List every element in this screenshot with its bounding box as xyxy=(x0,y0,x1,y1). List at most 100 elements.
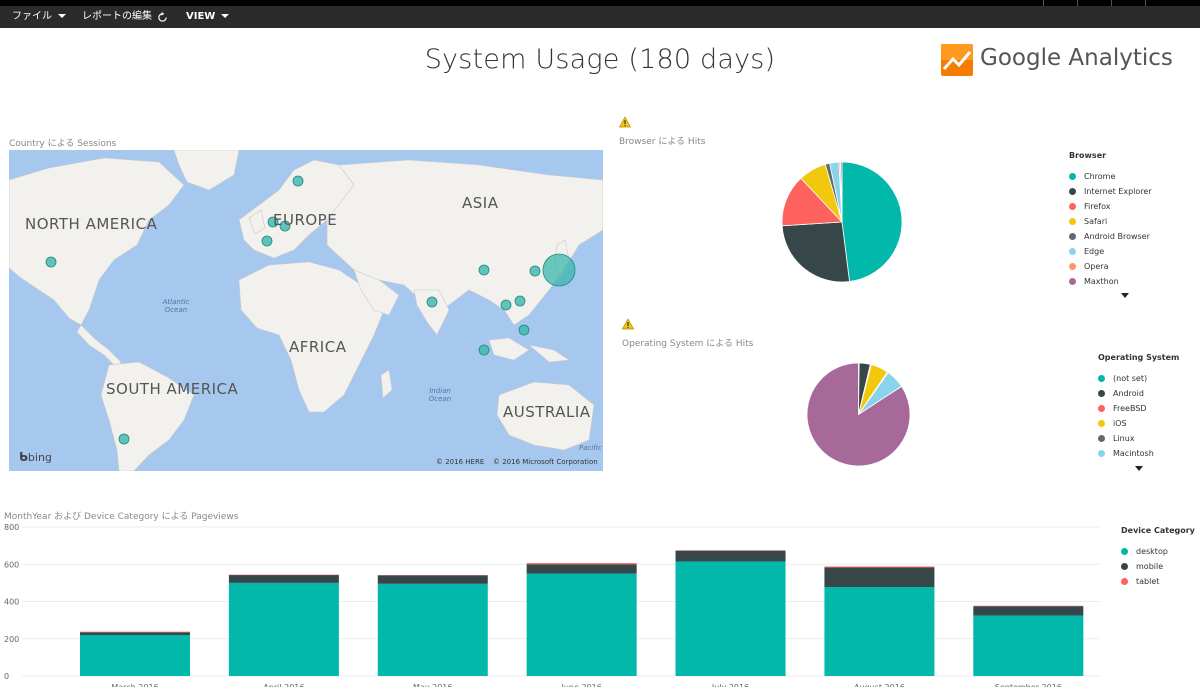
legend-item-opera[interactable]: Opera xyxy=(1069,259,1152,274)
legend-swatch xyxy=(1069,263,1076,270)
bar-segment-desktop[interactable] xyxy=(675,561,786,676)
y-tick-label: 800 xyxy=(4,523,19,532)
bar-segment-desktop[interactable] xyxy=(80,635,190,676)
legend-swatch xyxy=(1098,390,1105,397)
pie-slice-firefox[interactable] xyxy=(781,177,843,227)
browser-pie-chart[interactable] xyxy=(781,161,903,283)
pie-slice-internet-explorer[interactable] xyxy=(781,221,850,283)
legend-item-maxthon[interactable]: Maxthon xyxy=(1069,274,1152,289)
bar-segment-mobile[interactable] xyxy=(973,606,1084,616)
legend-label: Safari xyxy=(1084,217,1108,226)
view-menu[interactable]: VIEW xyxy=(186,6,230,28)
legend-label: (not set) xyxy=(1113,374,1148,383)
legend-item-tablet[interactable]: tablet xyxy=(1121,574,1195,589)
bing-logo: ᑲbing xyxy=(19,450,52,464)
pie-slice-maxthon[interactable] xyxy=(840,161,843,223)
legend-item-ios[interactable]: iOS xyxy=(1098,416,1179,431)
ocean-label: Indian Ocean xyxy=(428,387,452,403)
bar-segment-desktop[interactable] xyxy=(973,615,1084,676)
legend-swatch xyxy=(1069,218,1076,225)
legend-label: Opera xyxy=(1084,262,1109,271)
chevron-down-icon xyxy=(221,14,230,18)
strip-divider xyxy=(1111,0,1112,6)
bar-segment-mobile[interactable] xyxy=(824,567,935,587)
legend-item-firefox[interactable]: Firefox xyxy=(1069,199,1152,214)
legend-item-chrome[interactable]: Chrome xyxy=(1069,169,1152,184)
legend-item-safari[interactable]: Safari xyxy=(1069,214,1152,229)
legend-more-icon[interactable] xyxy=(1135,466,1143,471)
bar-segment-desktop[interactable] xyxy=(377,583,488,676)
bar-segment-mobile[interactable] xyxy=(675,550,786,562)
legend-item-internet-explorer[interactable]: Internet Explorer xyxy=(1069,184,1152,199)
legend-item-not-set[interactable]: (not set) xyxy=(1098,371,1179,386)
chevron-down-icon xyxy=(58,14,66,18)
refresh-button[interactable] xyxy=(157,7,168,29)
legend-swatch xyxy=(1121,578,1128,585)
google-analytics-wordmark: Google Analytics xyxy=(980,45,1173,71)
legend-swatch xyxy=(1098,405,1105,412)
os-visual-title: Operating System による Hits xyxy=(622,339,754,349)
legend-item-linux[interactable]: Linux xyxy=(1098,431,1179,446)
legend-item-mobile[interactable]: mobile xyxy=(1121,559,1195,574)
report-toolbar: ファイル レポートの編集 VIEW xyxy=(0,6,1200,28)
legend-label: Android Browser xyxy=(1084,232,1150,241)
legend-swatch xyxy=(1069,203,1076,210)
y-tick-label: 0 xyxy=(4,672,9,681)
legend-item-macintosh[interactable]: Macintosh xyxy=(1098,446,1179,461)
pageviews-bar-chart[interactable]: 0 200 400 600 800 March 2016 April 2016 May 201… xyxy=(0,518,1110,687)
y-tick-label: 200 xyxy=(4,635,19,644)
continent-label: NORTH AMERICA xyxy=(25,215,158,233)
legend-swatch xyxy=(1069,278,1076,285)
legend-title: Device Category xyxy=(1121,526,1195,535)
legend-more-icon[interactable] xyxy=(1121,293,1129,298)
legend-item-freebsd[interactable]: FreeBSD xyxy=(1098,401,1179,416)
window-top-strip xyxy=(0,0,1200,6)
legend-swatch xyxy=(1069,248,1076,255)
legend-title: Browser xyxy=(1069,151,1107,160)
bar-segment-mobile[interactable] xyxy=(80,632,190,636)
edit-report-button[interactable]: レポートの編集 xyxy=(82,6,152,28)
map-copyright-here: © 2016 HERE xyxy=(436,458,485,466)
bar-segment-desktop[interactable] xyxy=(824,586,935,676)
continent-label: ASIA xyxy=(462,194,499,212)
legend-label: tablet xyxy=(1136,577,1160,586)
sessions-map[interactable]: NORTH AMERICA EUROPE ASIA AFRICA SOUTH A… xyxy=(9,150,603,471)
legend-item-edge[interactable]: Edge xyxy=(1069,244,1152,259)
legend-label: Firefox xyxy=(1084,202,1111,211)
os-pie-chart[interactable] xyxy=(806,362,911,467)
bar-segment-tablet[interactable] xyxy=(824,566,935,568)
warning-icon[interactable] xyxy=(619,116,631,128)
legend-item-android-browser[interactable]: Android Browser xyxy=(1069,229,1152,244)
legend-label: Internet Explorer xyxy=(1084,187,1152,196)
legend-label: iOS xyxy=(1113,419,1127,428)
bar-segment-mobile[interactable] xyxy=(377,575,488,584)
legend-swatch xyxy=(1121,548,1128,555)
legend-items: Chrome Internet Explorer Firefox Safari Andr… xyxy=(1069,169,1152,289)
bar-segment-tablet[interactable] xyxy=(80,631,190,633)
legend-item-android[interactable]: Android xyxy=(1098,386,1179,401)
warning-icon[interactable] xyxy=(622,318,634,330)
legend-swatch xyxy=(1121,563,1128,570)
file-menu-label: ファイル xyxy=(12,11,52,22)
strip-divider xyxy=(1145,0,1146,6)
x-tick-label: April 2016 xyxy=(263,683,304,687)
edit-report-label: レポートの編集 xyxy=(82,11,152,22)
bing-label: bing xyxy=(27,451,52,464)
bar-segment-desktop[interactable] xyxy=(526,573,637,676)
bar-segment-mobile[interactable] xyxy=(228,575,339,583)
legend-swatch xyxy=(1098,420,1105,427)
bar-segment-mobile[interactable] xyxy=(526,564,637,574)
pie-slice-chrome[interactable] xyxy=(841,161,903,282)
pie-slice-other[interactable] xyxy=(806,362,911,467)
os-legend: Operating System (not set) Android FreeBSD… xyxy=(1098,353,1179,471)
analytics-logo-icon xyxy=(941,44,973,76)
file-menu[interactable]: ファイル xyxy=(12,6,66,28)
legend-label: Edge xyxy=(1084,247,1105,256)
pageviews-visual-title: MonthYear および Device Category による Pagevi… xyxy=(4,512,239,522)
legend-items: (not set) Android FreeBSD iOS Linux Macintosh xyxy=(1098,371,1179,461)
legend-label: mobile xyxy=(1136,562,1164,571)
bar-segment-desktop[interactable] xyxy=(228,582,339,676)
bar-segment-tablet[interactable] xyxy=(526,563,637,565)
legend-label: Linux xyxy=(1113,434,1135,443)
legend-item-desktop[interactable]: desktop xyxy=(1121,544,1195,559)
